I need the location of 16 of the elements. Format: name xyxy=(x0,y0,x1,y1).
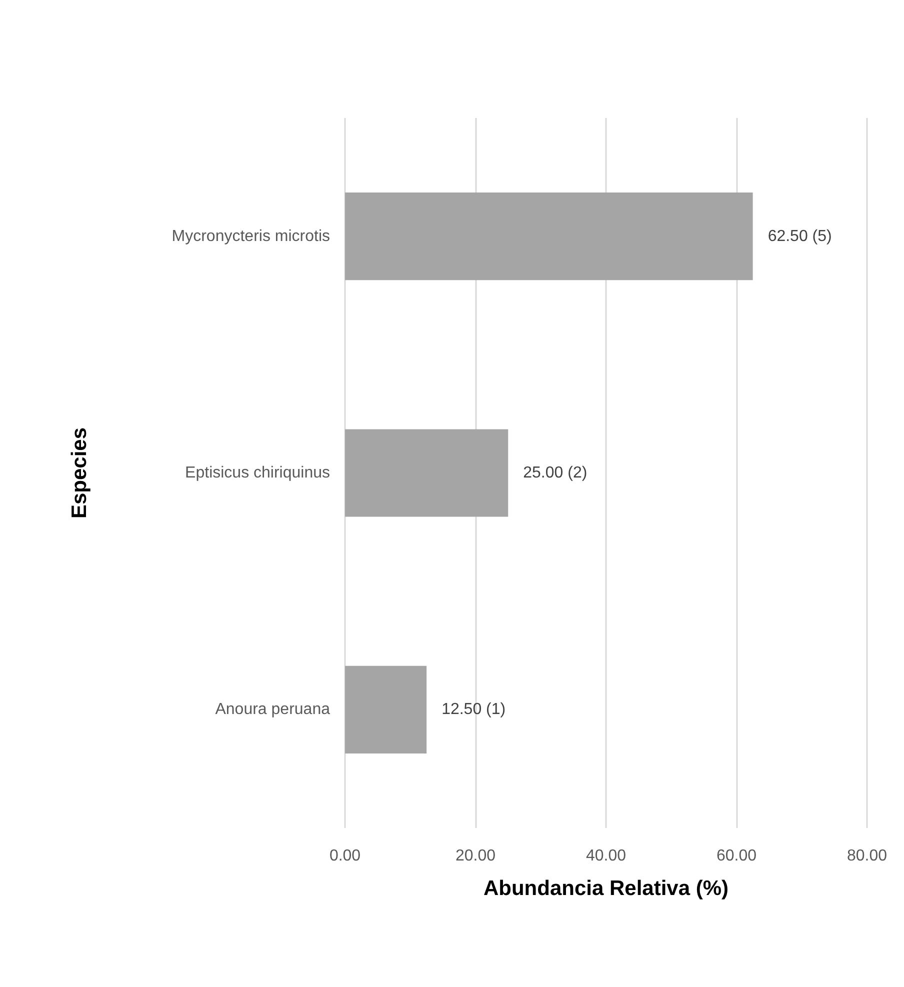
data-label: 12.50 (1) xyxy=(442,701,506,718)
bar xyxy=(345,429,508,517)
x-tick-label: 40.00 xyxy=(586,848,626,864)
x-axis-title: Abundancia Relativa (%) xyxy=(483,877,729,900)
y-tick-label: Mycronycteris microtis xyxy=(172,228,330,245)
x-tick-label: 80.00 xyxy=(846,848,888,864)
y-axis-title: Especies xyxy=(68,427,91,519)
data-label: 62.50 (5) xyxy=(768,228,832,245)
bar xyxy=(345,192,753,280)
bar xyxy=(345,666,427,754)
x-tick-label: 0.00 xyxy=(329,848,361,864)
x-tick-label: 60.00 xyxy=(716,848,757,864)
y-tick-label: Eptisicus chiriquinus xyxy=(185,464,330,482)
y-tick-label: Anoura peruana xyxy=(215,701,330,718)
x-tick-label: 20.00 xyxy=(455,848,496,864)
data-label: 25.00 (2) xyxy=(523,464,588,482)
